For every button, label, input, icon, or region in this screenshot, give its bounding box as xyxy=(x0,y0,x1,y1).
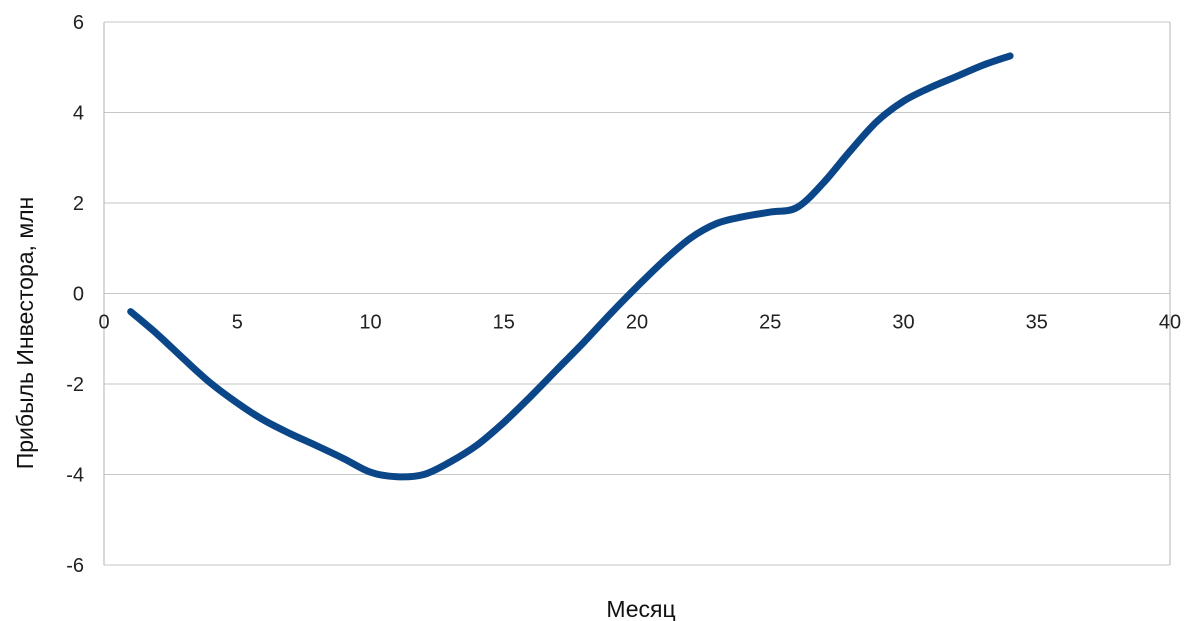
tick-labels: -6 -4 -2 0 2 4 6 0 5 10 15 20 25 30 35 40 xyxy=(66,12,1181,577)
x-tick-label: 0 xyxy=(98,312,109,334)
x-axis-title: Месяц xyxy=(606,596,675,621)
y-tick-label: 6 xyxy=(73,12,84,34)
x-tick-label: 5 xyxy=(232,312,243,334)
x-tick-label: 15 xyxy=(493,312,515,334)
series-line-0 xyxy=(127,52,1014,481)
gridlines xyxy=(104,21,1170,566)
x-tick-label: 20 xyxy=(626,312,648,334)
y-tick-label: -4 xyxy=(66,465,84,487)
y-tick-label: 0 xyxy=(73,284,84,306)
x-tick-label: 25 xyxy=(759,312,781,334)
y-tick-label: 4 xyxy=(73,103,84,125)
series xyxy=(127,52,1014,481)
x-tick-label: 10 xyxy=(359,312,381,334)
x-tick-label: 30 xyxy=(892,312,914,334)
y-tick-label: -6 xyxy=(66,555,84,577)
y-tick-label: 2 xyxy=(73,193,84,215)
x-tick-label: 35 xyxy=(1026,312,1048,334)
y-axis-title: Прибыль Инвестора, млн xyxy=(12,197,38,470)
x-tick-label: 40 xyxy=(1159,312,1181,334)
y-tick-label: -2 xyxy=(66,374,84,396)
axes xyxy=(103,22,1171,565)
